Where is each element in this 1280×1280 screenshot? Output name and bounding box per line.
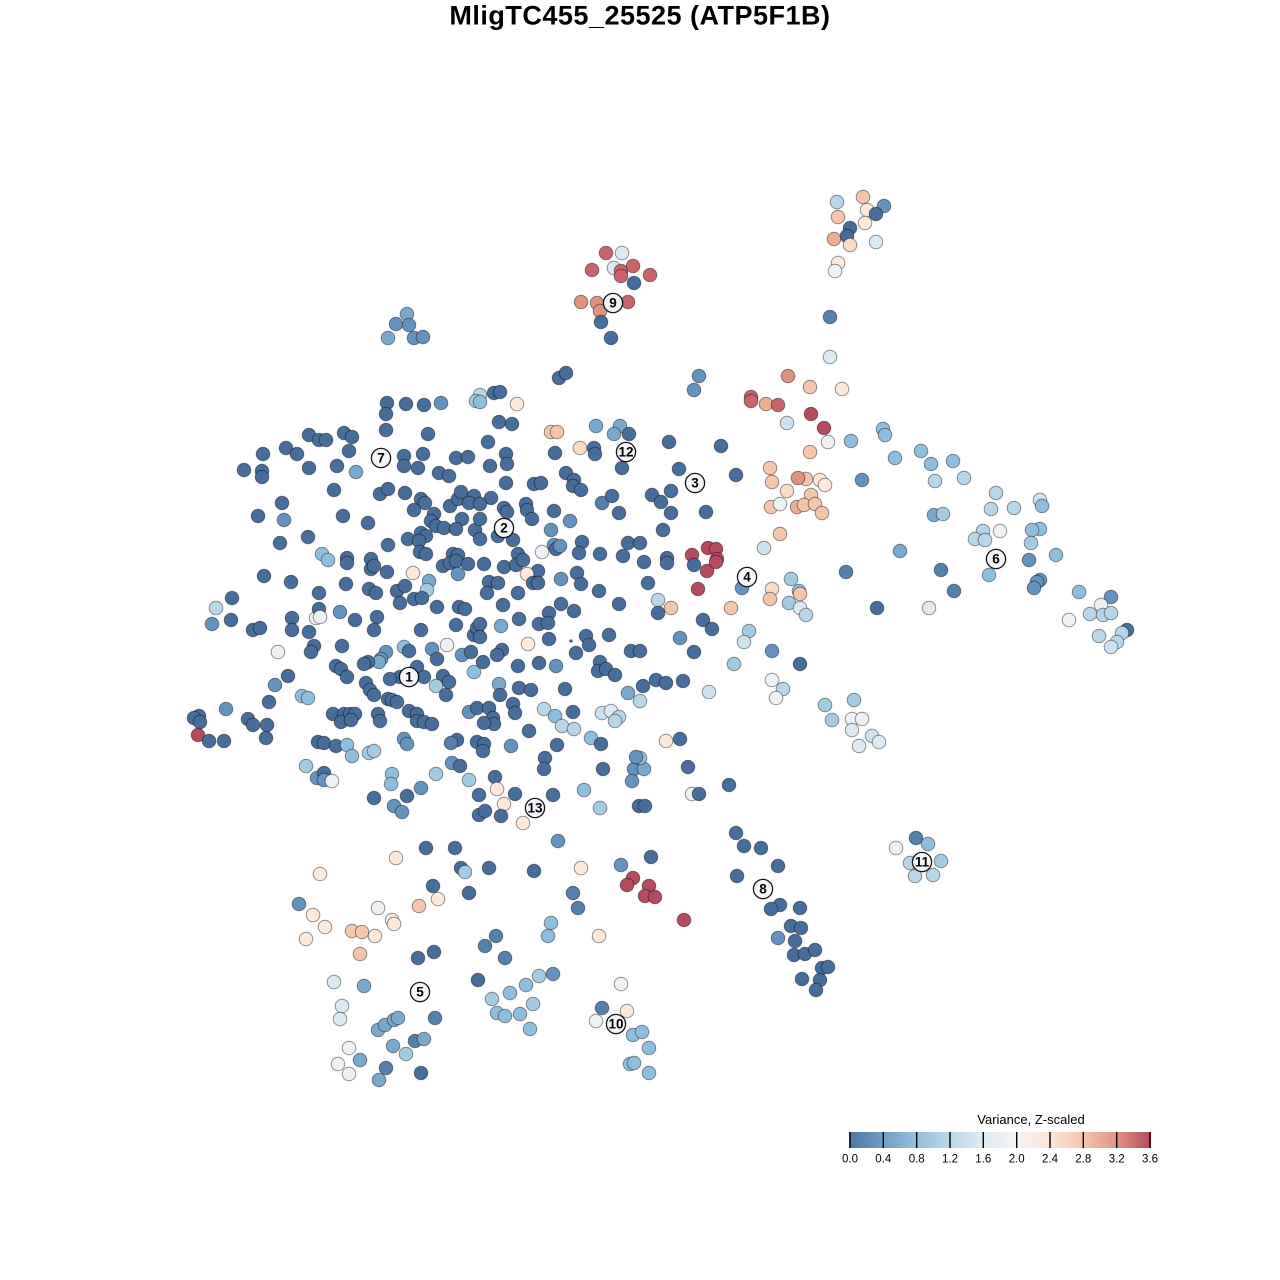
svg-text:0.0: 0.0 bbox=[842, 1154, 858, 1166]
svg-text:12: 12 bbox=[618, 445, 633, 460]
svg-text:5: 5 bbox=[416, 985, 424, 1000]
svg-text:3: 3 bbox=[691, 476, 699, 491]
svg-text:11: 11 bbox=[915, 855, 930, 870]
svg-text:8: 8 bbox=[759, 882, 767, 897]
svg-text:3.6: 3.6 bbox=[1142, 1154, 1158, 1166]
svg-text:2.4: 2.4 bbox=[1042, 1154, 1059, 1166]
svg-text:2: 2 bbox=[500, 521, 508, 536]
svg-text:2.0: 2.0 bbox=[1009, 1154, 1025, 1166]
svg-text:3.2: 3.2 bbox=[1109, 1154, 1125, 1166]
svg-text:Variance, Z-scaled: Variance, Z-scaled bbox=[977, 1112, 1084, 1127]
svg-text:7: 7 bbox=[377, 451, 385, 466]
svg-text:4: 4 bbox=[743, 570, 751, 585]
svg-text:1.2: 1.2 bbox=[942, 1154, 958, 1166]
svg-text:2.8: 2.8 bbox=[1075, 1154, 1091, 1166]
svg-text:MligTC455_25525 (ATP5F1B): MligTC455_25525 (ATP5F1B) bbox=[449, 1, 830, 31]
svg-text:10: 10 bbox=[608, 1017, 623, 1032]
svg-text:1.6: 1.6 bbox=[975, 1154, 991, 1166]
svg-text:0.8: 0.8 bbox=[909, 1154, 925, 1166]
svg-text:0.4: 0.4 bbox=[875, 1154, 892, 1166]
svg-text:1: 1 bbox=[405, 670, 413, 685]
svg-text:13: 13 bbox=[527, 801, 543, 816]
svg-text:9: 9 bbox=[609, 296, 617, 311]
svg-text:6: 6 bbox=[992, 552, 1000, 567]
